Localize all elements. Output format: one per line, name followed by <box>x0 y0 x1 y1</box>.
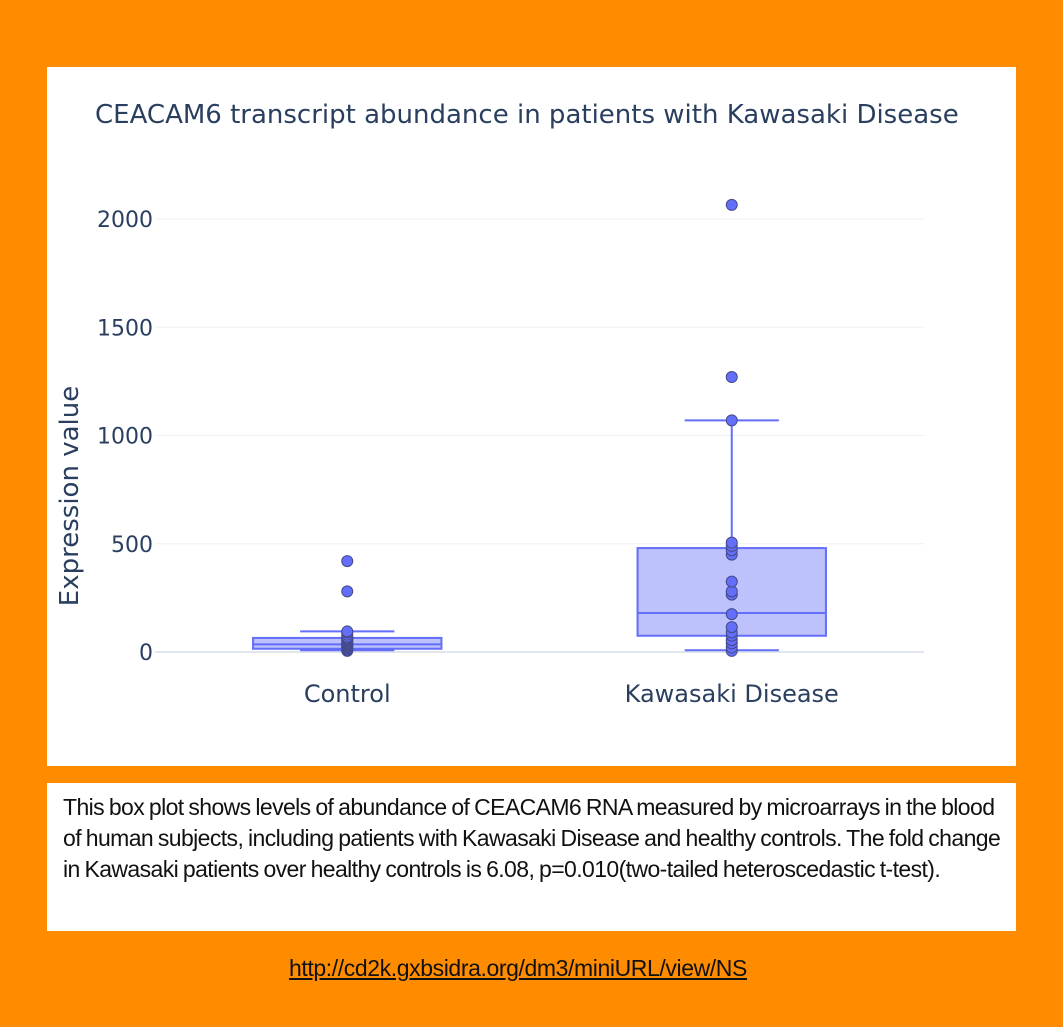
y-axis-title: Expression value <box>55 386 85 606</box>
data-point <box>725 608 738 621</box>
data-point <box>341 585 354 598</box>
data-point <box>725 621 738 634</box>
footer-url-link[interactable]: http://cd2k.gxbsidra.org/dm3/miniURL/vie… <box>289 955 747 981</box>
y-axis-ticks: 0 500 1000 1500 2000 <box>97 208 153 666</box>
data-point <box>341 555 354 568</box>
y-tick-label: 1000 <box>97 425 153 450</box>
data-point <box>725 198 738 211</box>
data-point <box>725 536 738 549</box>
y-tick-label: 2000 <box>97 208 153 233</box>
data-point <box>725 371 738 384</box>
gridlines <box>155 218 924 653</box>
box-kawasaki-disease <box>636 198 827 657</box>
chart-title: CEACAM6 transcript abundance in patients… <box>95 100 959 130</box>
y-tick-label: 1500 <box>97 316 153 341</box>
box-control <box>252 555 443 657</box>
box-plot-chart: CEACAM6 transcript abundance in patients… <box>55 100 959 708</box>
data-point <box>725 414 738 427</box>
x-tick-label: Control <box>304 680 391 708</box>
chart-panel: CEACAM6 transcript abundance in patients… <box>47 67 1016 766</box>
caption-panel: This box plot shows levels of abundance … <box>47 783 1016 931</box>
y-tick-label: 500 <box>111 533 153 558</box>
caption-text: This box plot shows levels of abundance … <box>63 794 1001 882</box>
x-axis-ticks: Control Kawasaki Disease <box>304 680 839 708</box>
y-tick-label: 0 <box>139 641 153 666</box>
data-point <box>725 575 738 588</box>
boxes <box>252 198 827 657</box>
data-point <box>341 625 354 638</box>
x-tick-label: Kawasaki Disease <box>625 680 839 708</box>
